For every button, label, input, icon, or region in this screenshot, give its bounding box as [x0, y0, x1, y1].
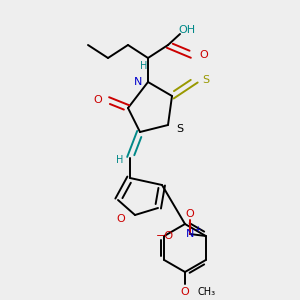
Text: S: S [176, 124, 183, 134]
Text: OH: OH [178, 25, 195, 35]
Text: N: N [134, 77, 142, 87]
Text: −O: −O [156, 231, 174, 241]
Text: CH₃: CH₃ [197, 287, 215, 297]
Text: O: O [181, 287, 189, 297]
Text: H: H [116, 155, 123, 165]
Text: H: H [140, 61, 147, 71]
Text: O: O [116, 214, 125, 224]
Text: O: O [93, 95, 102, 105]
Text: N: N [186, 229, 194, 239]
Text: S: S [202, 75, 209, 85]
Text: O: O [185, 209, 194, 219]
Text: O: O [199, 50, 208, 60]
Text: +: + [194, 224, 200, 233]
